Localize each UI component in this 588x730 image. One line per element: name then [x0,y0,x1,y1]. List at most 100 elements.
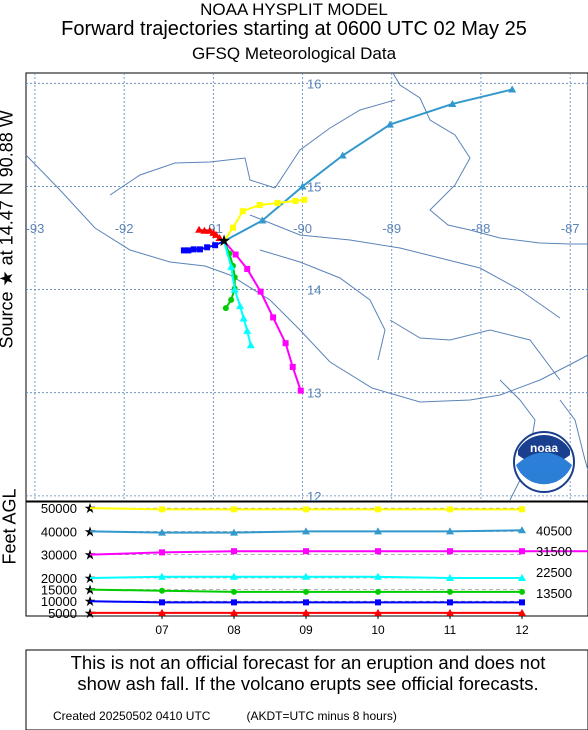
blue-marker [190,246,197,253]
source-star: ★ [217,233,231,250]
teal-marker [338,151,347,159]
cyan-marker [374,572,382,580]
yellow-marker [303,506,309,513]
cyan-marker [158,572,166,580]
height-right-label: 22500 [536,565,572,580]
time-tick-label: 11 [444,623,457,637]
blue-marker [159,599,165,606]
red-marker [230,608,238,616]
cyan-marker [236,302,245,310]
height-right-label: 40500 [536,523,572,538]
teal-marker [448,99,457,107]
lat-tick-label: 14 [307,283,321,298]
yellow-marker [256,202,263,209]
border-nicaragua [389,319,561,381]
magenta-marker [270,314,277,321]
magenta-marker [289,363,296,370]
yellow-marker [301,196,308,203]
magenta-marker [159,549,165,556]
height-tick-label: 10000 [41,594,77,609]
map-outlines [25,72,588,501]
disclaimer: This is not an official forecast for an … [28,652,588,694]
time-tick-label: 10 [371,623,385,637]
red-marker [302,608,310,616]
blue-marker [180,247,187,254]
cyan-marker [246,341,255,349]
teal-marker [230,528,238,536]
lat-tick-label: 15 [307,179,321,194]
magenta-height-line [89,550,588,556]
magenta-marker [231,548,237,555]
border-costarica [559,399,588,471]
teal-marker [158,528,166,536]
magenta-marker [232,251,239,258]
disclaimer-line-1: This is not an official forecast for an … [70,652,546,673]
height-start-star: ★ [84,500,97,516]
blue-marker [447,599,453,606]
cyan-marker [446,573,454,581]
lat-tick-label: 12 [307,489,321,504]
coastline-pacific [25,154,588,403]
border-elsalvador [259,249,386,361]
red-marker [158,608,166,616]
blue-marker [204,244,211,251]
green-marker [231,588,237,595]
red-marker [374,608,382,616]
lat-tick-label: 13 [307,386,321,401]
cyan-marker [230,285,239,293]
red-marker [205,226,214,234]
green-marker [222,305,229,312]
teal-trajectory-line [223,88,513,242]
coastline-caribbean [392,72,588,245]
cyan-marker [227,262,236,270]
blue-marker [519,599,525,606]
height-tick-label: 5000 [48,606,77,621]
title-met-data: GFSQ Meteorological Data [191,44,397,63]
height-tick-label: 20000 [41,571,77,586]
height-tick-label: 40000 [41,524,77,539]
blue-marker [212,242,219,249]
yellow-marker [274,199,281,206]
created-timestamp: Created 20250502 0410 UTC [53,709,211,723]
yellow-marker [292,197,299,204]
lat-tick-label: 16 [307,76,321,91]
blue-marker [375,599,381,606]
magenta-marker [244,265,251,272]
border-honduras [249,214,561,319]
height-tick-label: 15000 [41,583,77,598]
title-model: NOAA HYSPLIT MODEL [200,0,388,19]
noaa-logo-text: noaa [530,441,558,455]
green-marker [228,296,235,303]
time-tick-label: 12 [515,623,529,637]
lon-tick-label: -87 [561,221,580,236]
magenta-marker [519,548,525,555]
cyan-marker [239,314,248,322]
yellow-marker [229,224,236,231]
blue-marker [185,247,192,254]
lon-tick-label: -89 [382,221,401,236]
teal-marker [302,527,310,535]
green-marker [447,588,453,595]
teal-marker [508,85,517,93]
height-tick-label: 50000 [41,501,77,516]
border-mexico [109,157,276,196]
lon-tick-label: -92 [115,221,134,236]
teal-marker [446,527,454,535]
red-marker [518,608,526,616]
disclaimer-frame [25,649,588,730]
green-marker [519,588,525,595]
lon-tick-label: -88 [472,221,491,236]
teal-marker [518,526,526,534]
blue-marker [231,599,237,606]
teal-marker [374,527,382,535]
time-tick-label: 07 [155,623,169,637]
title-run: Forward trajectories starting at 0600 UT… [61,18,527,40]
yellow-marker [159,506,165,513]
magenta-marker [375,548,381,555]
trajectories: ★ [180,85,517,394]
magenta-marker [257,288,264,295]
green-marker [159,587,165,594]
height-tick-label: 30000 [41,548,77,563]
map-frame [25,72,588,502]
